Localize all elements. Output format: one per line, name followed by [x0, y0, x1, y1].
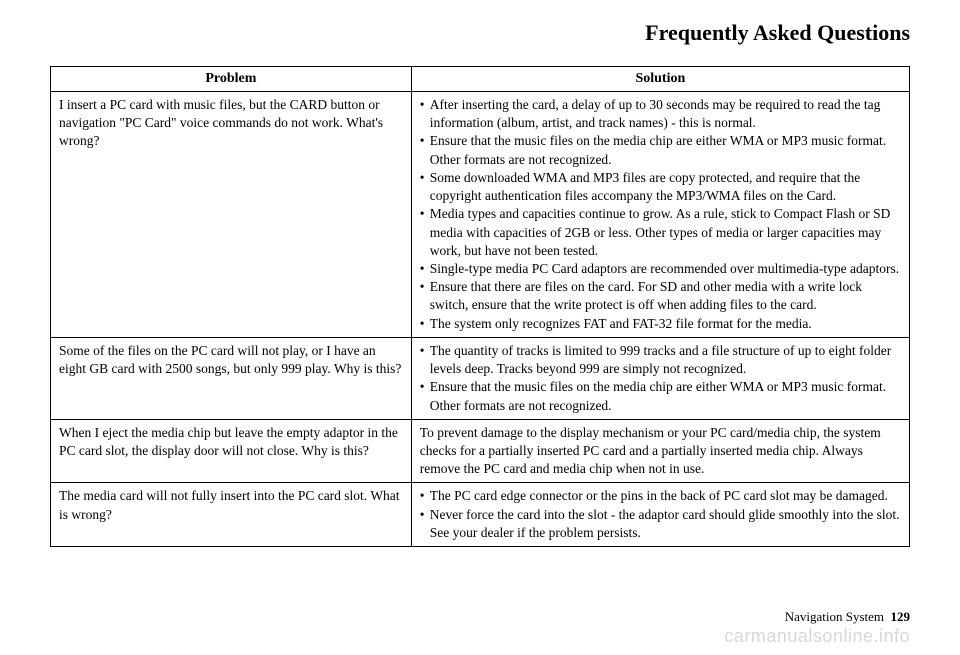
solution-item: The quantity of tracks is limited to 999… — [420, 342, 901, 378]
footer-page-number: 129 — [891, 609, 911, 624]
solution-item: Ensure that the music files on the media… — [420, 378, 901, 414]
solution-list: After inserting the card, a delay of up … — [420, 96, 901, 333]
table-row: I insert a PC card with music files, but… — [51, 92, 910, 338]
watermark: carmanualsonline.info — [724, 626, 910, 647]
table-row: Some of the files on the PC card will no… — [51, 337, 910, 419]
solution-list: The PC card edge connector or the pins i… — [420, 487, 901, 542]
solution-item: Media types and capacities continue to g… — [420, 205, 901, 260]
table-row: The media card will not fully insert int… — [51, 483, 910, 547]
solution-item: Ensure that the music files on the media… — [420, 132, 901, 168]
solution-item: Never force the card into the slot - the… — [420, 506, 901, 542]
solution-item: The system only recognizes FAT and FAT-3… — [420, 315, 901, 333]
solution-item: The PC card edge connector or the pins i… — [420, 487, 901, 505]
solution-item: Ensure that there are files on the card.… — [420, 278, 901, 314]
solution-cell: The quantity of tracks is limited to 999… — [411, 337, 909, 419]
problem-cell: When I eject the media chip but leave th… — [51, 419, 412, 483]
footer: Navigation System 129 — [785, 609, 910, 625]
header-problem: Problem — [51, 67, 412, 92]
table-row: When I eject the media chip but leave th… — [51, 419, 910, 483]
solution-cell: To prevent damage to the display mechani… — [411, 419, 909, 483]
solution-cell: After inserting the card, a delay of up … — [411, 92, 909, 338]
footer-section: Navigation System — [785, 609, 884, 624]
solution-item: Single-type media PC Card adaptors are r… — [420, 260, 901, 278]
solution-item: After inserting the card, a delay of up … — [420, 96, 901, 132]
header-solution: Solution — [411, 67, 909, 92]
solution-cell: The PC card edge connector or the pins i… — [411, 483, 909, 547]
solution-item: Some downloaded WMA and MP3 files are co… — [420, 169, 901, 205]
faq-tbody: I insert a PC card with music files, but… — [51, 92, 910, 547]
problem-cell: Some of the files on the PC card will no… — [51, 337, 412, 419]
page-title: Frequently Asked Questions — [50, 20, 910, 46]
faq-table: Problem Solution I insert a PC card with… — [50, 66, 910, 547]
problem-cell: The media card will not fully insert int… — [51, 483, 412, 547]
problem-cell: I insert a PC card with music files, but… — [51, 92, 412, 338]
solution-list: The quantity of tracks is limited to 999… — [420, 342, 901, 415]
